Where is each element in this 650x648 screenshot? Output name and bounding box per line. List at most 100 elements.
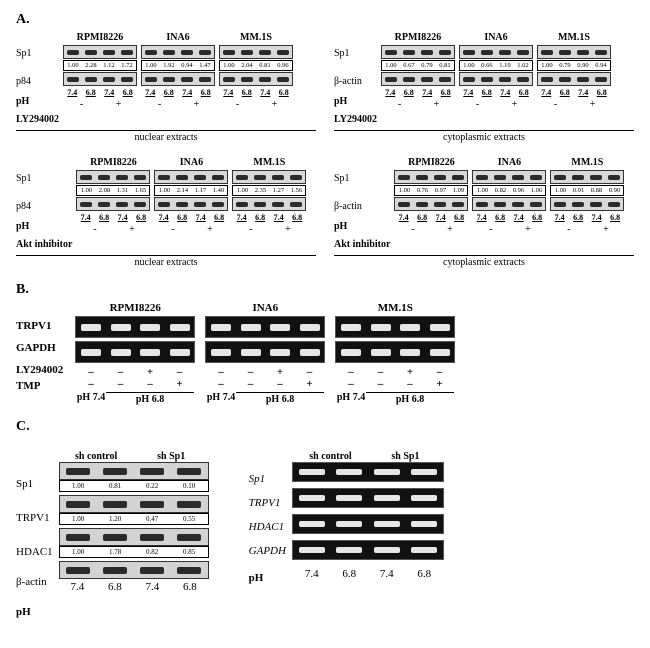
condition-row: –––+ xyxy=(336,378,454,390)
panel-b: B. TRPV1GAPDHLY294002TMPRPMI8226––+––––+… xyxy=(16,282,634,405)
loading-blot xyxy=(459,72,533,86)
cell-line-title: RPMI8226 xyxy=(408,157,455,168)
inhibitor-state: -+ xyxy=(381,99,455,110)
cell-line-title: MM.1S xyxy=(240,32,272,43)
sp1-blot xyxy=(141,45,215,59)
cell-line-title: RPMI8226 xyxy=(110,302,161,314)
condition-row: ––+– xyxy=(336,366,454,378)
cell-column: MM.1S 1.002.351.271.56 7.46.87.46.8 -+ xyxy=(232,157,306,253)
sp1-blot xyxy=(550,170,624,184)
panel-c-label: C. xyxy=(16,419,634,435)
cond-label: LY294002 xyxy=(16,364,63,380)
inhibitor-label: LY294002 xyxy=(334,112,377,128)
ph-row: pH 7.4pH 6.8 xyxy=(206,392,324,405)
ph-values: 7.46.87.46.8 xyxy=(154,213,228,222)
extract-type-label: nuclear extracts xyxy=(16,130,316,143)
quant-values: 1.002.281.121.72 xyxy=(63,60,137,71)
gel-row xyxy=(205,316,325,338)
loading-label: β-actin xyxy=(334,199,390,215)
panel-b-label: B. xyxy=(16,282,634,298)
gel-row xyxy=(75,316,195,338)
loading-label: β-actin xyxy=(334,74,377,90)
panel-c-western-labels: Sp1TRPV1HDAC1β-actinpH xyxy=(16,451,53,625)
loading-label: p84 xyxy=(16,199,72,215)
extract-block-cyto: Sp1β-actinpHLY294002RPMI82261.000.670.79… xyxy=(334,32,634,143)
quant-values: 1.000.760.971.09 xyxy=(394,185,468,196)
cell-line-title: RPMI8226 xyxy=(77,32,124,43)
quant-values: 1.001.780.820.85 xyxy=(59,546,209,558)
quant-values: 1.002.351.271.56 xyxy=(232,185,306,196)
ph-label: pH xyxy=(334,219,390,235)
ph-label: pH xyxy=(249,565,286,591)
loading-blot xyxy=(537,72,611,86)
condition-row: –––+ xyxy=(76,378,194,390)
sp1-blot xyxy=(459,45,533,59)
sp1-blot xyxy=(232,170,306,184)
cell-line-title: MM.1S xyxy=(253,157,285,168)
gel-row xyxy=(205,341,325,363)
loading-blot xyxy=(63,72,137,86)
cell-column: MM.1S1.002.040.810.967.46.87.46.8-+ xyxy=(219,32,293,128)
extract-type-label: nuclear extracts xyxy=(16,255,316,268)
cell-line-title: MM.1S xyxy=(558,32,590,43)
loading-blot xyxy=(76,197,150,211)
quant-values: 1.002.141.171.40 xyxy=(154,185,228,196)
loading-label: β-actin xyxy=(16,569,53,595)
ph-values: 7.46.87.46.8 xyxy=(141,88,215,97)
gene-label: Sp1 xyxy=(249,467,286,491)
protein-label: TRPV1 xyxy=(16,501,53,535)
extract-block-nuclear: Sp1p84pHLY294002RPMI82261.002.281.121.72… xyxy=(16,32,316,143)
inhibitor-state: -+ xyxy=(394,224,468,235)
ph-label: pH xyxy=(16,219,72,235)
row-labels: Sp1p84pHAkt inhibitor xyxy=(16,157,72,253)
ph-values: 7.46.87.46.8 xyxy=(232,213,306,222)
quant-values: 1.002.081.311.65 xyxy=(76,185,150,196)
ph-values: 7.46.87.46.8 xyxy=(537,88,611,97)
extract-block-nuclear: Sp1p84pHAkt inhibitorRPMI82261.002.081.3… xyxy=(16,157,316,268)
western-blot-row xyxy=(59,495,209,513)
inhibitor-state: -+ xyxy=(154,224,228,235)
panel-a-label: A. xyxy=(16,12,634,28)
sp1-blot xyxy=(154,170,228,184)
loading-blot xyxy=(232,197,306,211)
sp1-blot xyxy=(63,45,137,59)
cell-column: INA61.000.661.191.027.46.87.46.8-+ xyxy=(459,32,533,128)
inhibitor-state: -+ xyxy=(76,224,150,235)
extract-block-cyto: Sp1β-actinpHAkt inhibitorRPMI82261.000.7… xyxy=(334,157,634,268)
ph-row: pH 7.4pH 6.8 xyxy=(76,392,194,405)
pcr-gel-row xyxy=(292,462,444,482)
western-blot-row xyxy=(59,528,209,546)
panel-c-pcr-labels: Sp1TRPV1HDAC1GAPDHpH xyxy=(249,451,286,591)
gel-row xyxy=(75,341,195,363)
loading-blot xyxy=(381,72,455,86)
ph-values: 7.46.87.46.8 xyxy=(219,88,293,97)
inhibitor-state: -+ xyxy=(232,224,306,235)
protein-label: HDAC1 xyxy=(16,535,53,569)
panel-b-cell-column: RPMI8226––+––––+pH 7.4pH 6.8 xyxy=(75,302,195,405)
ph-values: 7.46.87.46.8 xyxy=(472,213,546,222)
sh-header: sh controlsh Sp1 xyxy=(59,451,209,462)
quant-values: 1.001.920.941.47 xyxy=(141,60,215,71)
cell-line-title: INA6 xyxy=(484,32,507,43)
inhibitor-state: -+ xyxy=(141,99,215,110)
loading-blot xyxy=(141,72,215,86)
pcr-gel-row xyxy=(292,540,444,560)
cell-column: MM.1S 1.000.790.900.94 7.46.87.46.8 -+ xyxy=(537,32,611,128)
ph-values: 7.46.87.46.8 xyxy=(76,213,150,222)
quant-values: 1.000.790.900.94 xyxy=(537,60,611,71)
quant-values: 1.000.810.220.10 xyxy=(59,480,209,492)
sp1-label: Sp1 xyxy=(16,171,72,187)
sp1-blot xyxy=(381,45,455,59)
inhibitor-state: -+ xyxy=(537,99,611,110)
ph-values: 7.46.87.46.8 xyxy=(381,88,455,97)
panel-b-cell-column: MM.1S––+––––+pH 7.4pH 6.8 xyxy=(335,302,455,405)
panel-b-cell-column: INA6––+––––+pH 7.4pH 6.8 xyxy=(205,302,325,405)
quant-values: 1.000.670.790.81 xyxy=(381,60,455,71)
inhibitor-state: -+ xyxy=(550,224,624,235)
ph-values: 7.46.87.46.8 xyxy=(63,88,137,97)
quant-values: 1.001.200.470.55 xyxy=(59,513,209,525)
cell-column: RPMI82261.002.281.121.727.46.87.46.8-+ xyxy=(63,32,137,128)
quant-values: 1.000.661.191.02 xyxy=(459,60,533,71)
inhibitor-label: LY294002 xyxy=(16,112,59,128)
loading-blot xyxy=(550,197,624,211)
